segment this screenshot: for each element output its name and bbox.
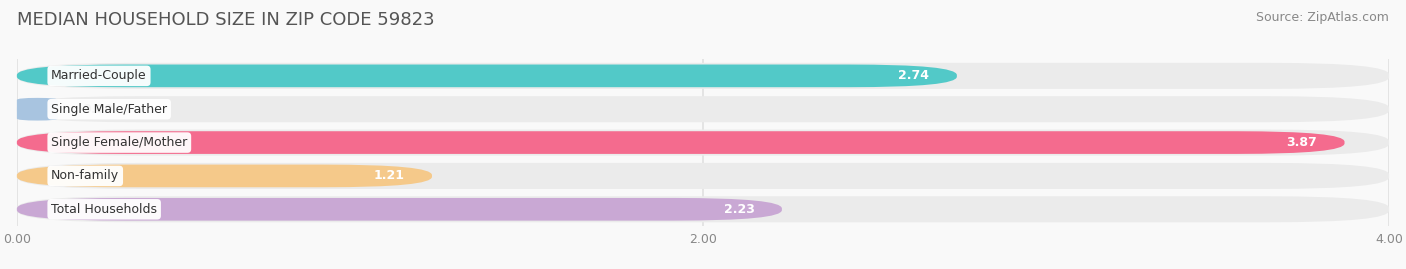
Text: Total Households: Total Households <box>51 203 157 216</box>
FancyBboxPatch shape <box>17 130 1389 155</box>
Text: 2.74: 2.74 <box>898 69 929 82</box>
Text: 1.21: 1.21 <box>374 169 405 182</box>
FancyBboxPatch shape <box>17 65 957 87</box>
FancyBboxPatch shape <box>17 198 782 221</box>
FancyBboxPatch shape <box>17 98 58 121</box>
Text: 2.23: 2.23 <box>724 203 755 216</box>
FancyBboxPatch shape <box>17 196 1389 222</box>
Text: Married-Couple: Married-Couple <box>51 69 146 82</box>
Text: 0.00: 0.00 <box>82 103 112 116</box>
Text: Non-family: Non-family <box>51 169 120 182</box>
Text: MEDIAN HOUSEHOLD SIZE IN ZIP CODE 59823: MEDIAN HOUSEHOLD SIZE IN ZIP CODE 59823 <box>17 11 434 29</box>
Text: Source: ZipAtlas.com: Source: ZipAtlas.com <box>1256 11 1389 24</box>
FancyBboxPatch shape <box>17 63 1389 89</box>
Text: Single Male/Father: Single Male/Father <box>51 103 167 116</box>
FancyBboxPatch shape <box>17 131 1344 154</box>
FancyBboxPatch shape <box>17 165 432 187</box>
FancyBboxPatch shape <box>17 163 1389 189</box>
Text: Single Female/Mother: Single Female/Mother <box>51 136 187 149</box>
Text: 3.87: 3.87 <box>1286 136 1317 149</box>
FancyBboxPatch shape <box>17 96 1389 122</box>
